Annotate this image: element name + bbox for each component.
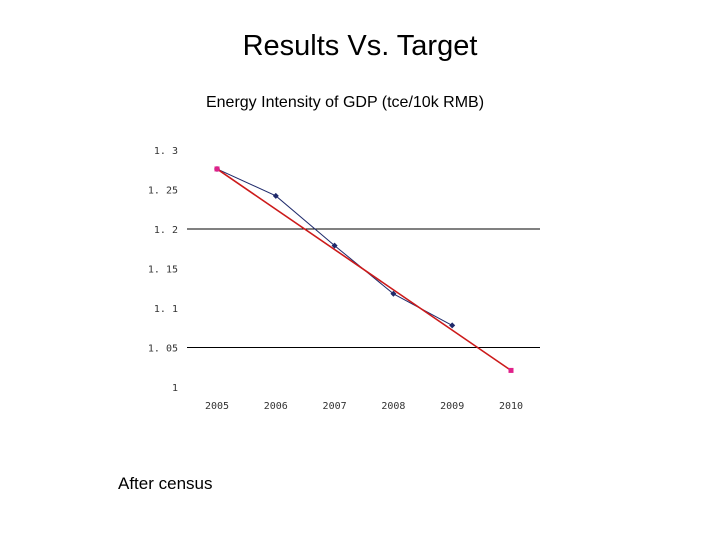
y-tick-label: 1. 05 [148, 344, 178, 355]
actual-data-point [449, 322, 456, 329]
y-tick-label: 1 [172, 383, 178, 394]
y-tick-label: 1. 3 [154, 146, 178, 157]
actual-data-point [331, 242, 338, 249]
x-tick-label: 2007 [323, 401, 347, 412]
x-tick-label: 2005 [205, 401, 229, 412]
series-markers [214, 165, 514, 373]
y-tick-label: 1. 15 [148, 265, 178, 276]
series-lines [216, 168, 512, 372]
x-tick-label: 2009 [440, 401, 464, 412]
target-data-point [214, 166, 220, 172]
x-tick-label: 2010 [499, 401, 523, 412]
actual-data-point [272, 192, 279, 199]
slide-title: Results Vs. Target [242, 30, 478, 62]
footnote: After census [118, 474, 213, 493]
x-axis-tick-labels: 2005 2006 2007 2008 2009 2010 [205, 401, 523, 412]
y-tick-label: 1. 2 [154, 225, 178, 236]
chart-title: Energy Intensity of GDP (tce/10k RMB) [205, 94, 485, 111]
y-axis-tick-labels: 1. 3 1. 25 1. 2 1. 15 1. 1 1. 05 1 [148, 146, 178, 394]
target-series-line [216, 168, 512, 372]
y-tick-label: 1. 25 [148, 186, 178, 197]
actual-data-point [390, 290, 397, 297]
gridlines [187, 228, 540, 348]
x-tick-label: 2008 [381, 401, 405, 412]
x-tick-label: 2006 [264, 401, 288, 412]
target-data-point [508, 367, 514, 373]
y-tick-label: 1. 1 [154, 304, 178, 315]
